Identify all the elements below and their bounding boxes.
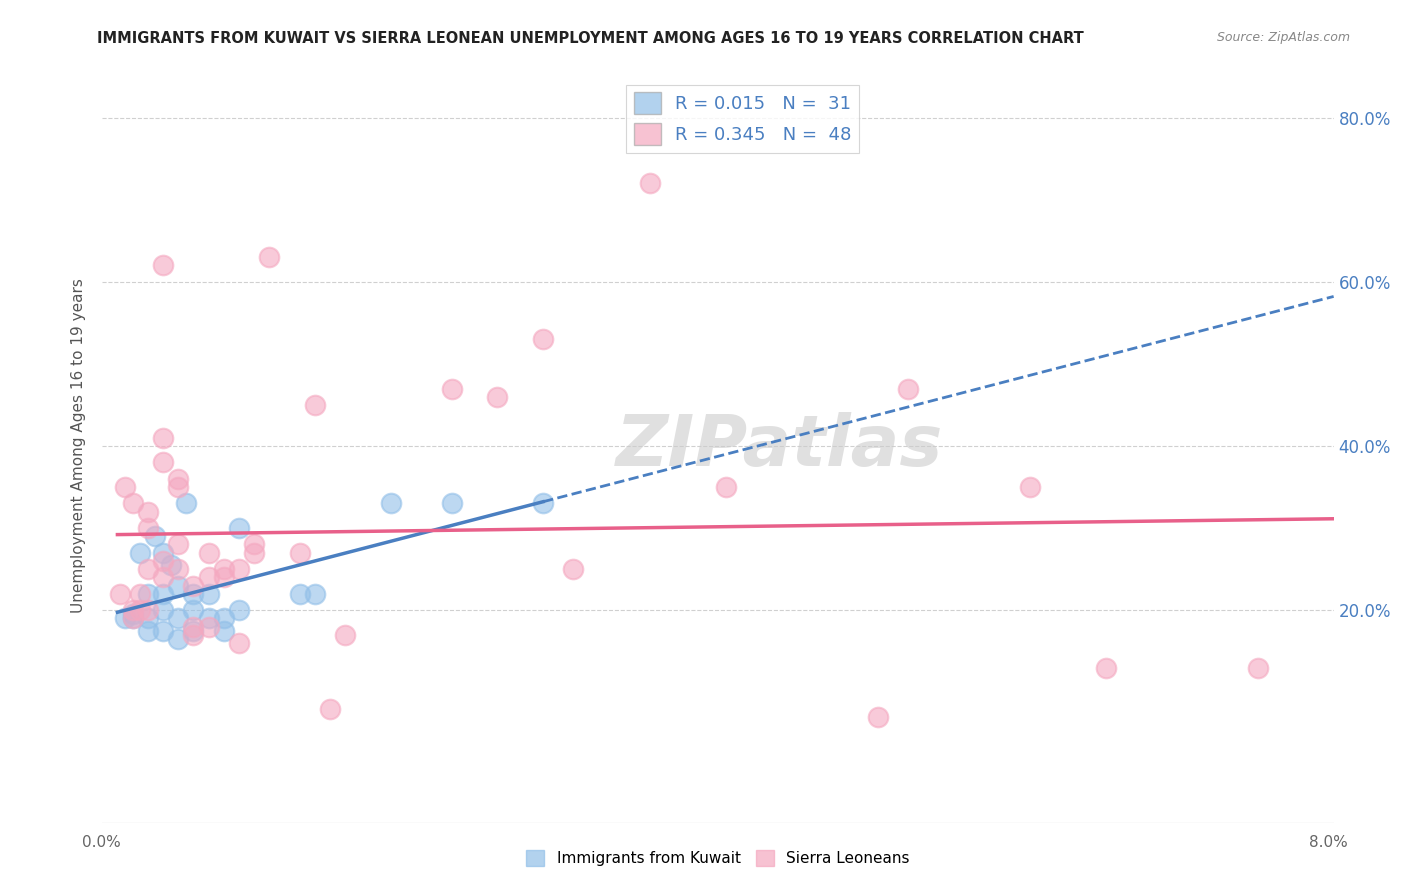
Point xyxy=(152,603,174,617)
Point xyxy=(531,496,554,510)
Point xyxy=(167,632,190,646)
Point xyxy=(152,554,174,568)
Point xyxy=(159,558,181,572)
Point xyxy=(228,521,250,535)
Point xyxy=(152,259,174,273)
Point xyxy=(167,562,190,576)
Point xyxy=(304,398,326,412)
Point xyxy=(136,624,159,638)
Point xyxy=(228,603,250,617)
Point xyxy=(114,611,136,625)
Point xyxy=(486,390,509,404)
Point xyxy=(152,624,174,638)
Point xyxy=(110,587,132,601)
Point xyxy=(121,603,143,617)
Point xyxy=(1246,660,1268,674)
Point xyxy=(174,496,197,510)
Point xyxy=(136,562,159,576)
Point xyxy=(319,701,342,715)
Text: Source: ZipAtlas.com: Source: ZipAtlas.com xyxy=(1216,31,1350,45)
Point xyxy=(121,611,143,625)
Point xyxy=(183,619,205,633)
Point xyxy=(638,177,661,191)
Point xyxy=(197,546,219,560)
Point xyxy=(152,570,174,584)
Point xyxy=(152,455,174,469)
Point xyxy=(136,603,159,617)
Point xyxy=(212,570,235,584)
Point xyxy=(440,382,463,396)
Point xyxy=(897,382,920,396)
Point xyxy=(114,480,136,494)
Point xyxy=(304,587,326,601)
Legend: R = 0.015   N =  31, R = 0.345   N =  48: R = 0.015 N = 31, R = 0.345 N = 48 xyxy=(627,85,859,153)
Y-axis label: Unemployment Among Ages 16 to 19 years: Unemployment Among Ages 16 to 19 years xyxy=(72,278,86,614)
Point xyxy=(129,603,152,617)
Point xyxy=(183,587,205,601)
Point xyxy=(152,431,174,445)
Point xyxy=(1018,480,1040,494)
Point xyxy=(243,546,266,560)
Point xyxy=(212,624,235,638)
Point xyxy=(212,562,235,576)
Point xyxy=(145,529,167,543)
Point xyxy=(121,496,143,510)
Point xyxy=(380,496,402,510)
Point xyxy=(152,546,174,560)
Point xyxy=(129,546,152,560)
Point xyxy=(121,611,143,625)
Point xyxy=(531,332,554,346)
Text: 8.0%: 8.0% xyxy=(1309,836,1348,850)
Point xyxy=(440,496,463,510)
Point xyxy=(197,619,219,633)
Point xyxy=(288,587,311,601)
Point xyxy=(136,611,159,625)
Point xyxy=(197,587,219,601)
Point xyxy=(136,587,159,601)
Point xyxy=(121,607,143,622)
Point xyxy=(212,611,235,625)
Point xyxy=(183,603,205,617)
Point xyxy=(167,578,190,592)
Point xyxy=(259,250,281,264)
Point xyxy=(167,480,190,494)
Point xyxy=(183,578,205,592)
Point xyxy=(288,546,311,560)
Point xyxy=(197,611,219,625)
Text: ZIPatlas: ZIPatlas xyxy=(616,411,943,481)
Point xyxy=(197,570,219,584)
Point xyxy=(1094,660,1116,674)
Point xyxy=(183,624,205,638)
Point xyxy=(136,521,159,535)
Point xyxy=(167,611,190,625)
Point xyxy=(243,537,266,551)
Text: IMMIGRANTS FROM KUWAIT VS SIERRA LEONEAN UNEMPLOYMENT AMONG AGES 16 TO 19 YEARS : IMMIGRANTS FROM KUWAIT VS SIERRA LEONEAN… xyxy=(97,31,1084,46)
Point xyxy=(866,710,889,724)
Point xyxy=(714,480,737,494)
Point xyxy=(562,562,585,576)
Point xyxy=(335,628,357,642)
Point xyxy=(167,472,190,486)
Point xyxy=(183,628,205,642)
Text: 0.0%: 0.0% xyxy=(82,836,121,850)
Point xyxy=(228,562,250,576)
Point xyxy=(167,537,190,551)
Point xyxy=(228,636,250,650)
Point xyxy=(152,587,174,601)
Point xyxy=(136,505,159,519)
Point xyxy=(129,587,152,601)
